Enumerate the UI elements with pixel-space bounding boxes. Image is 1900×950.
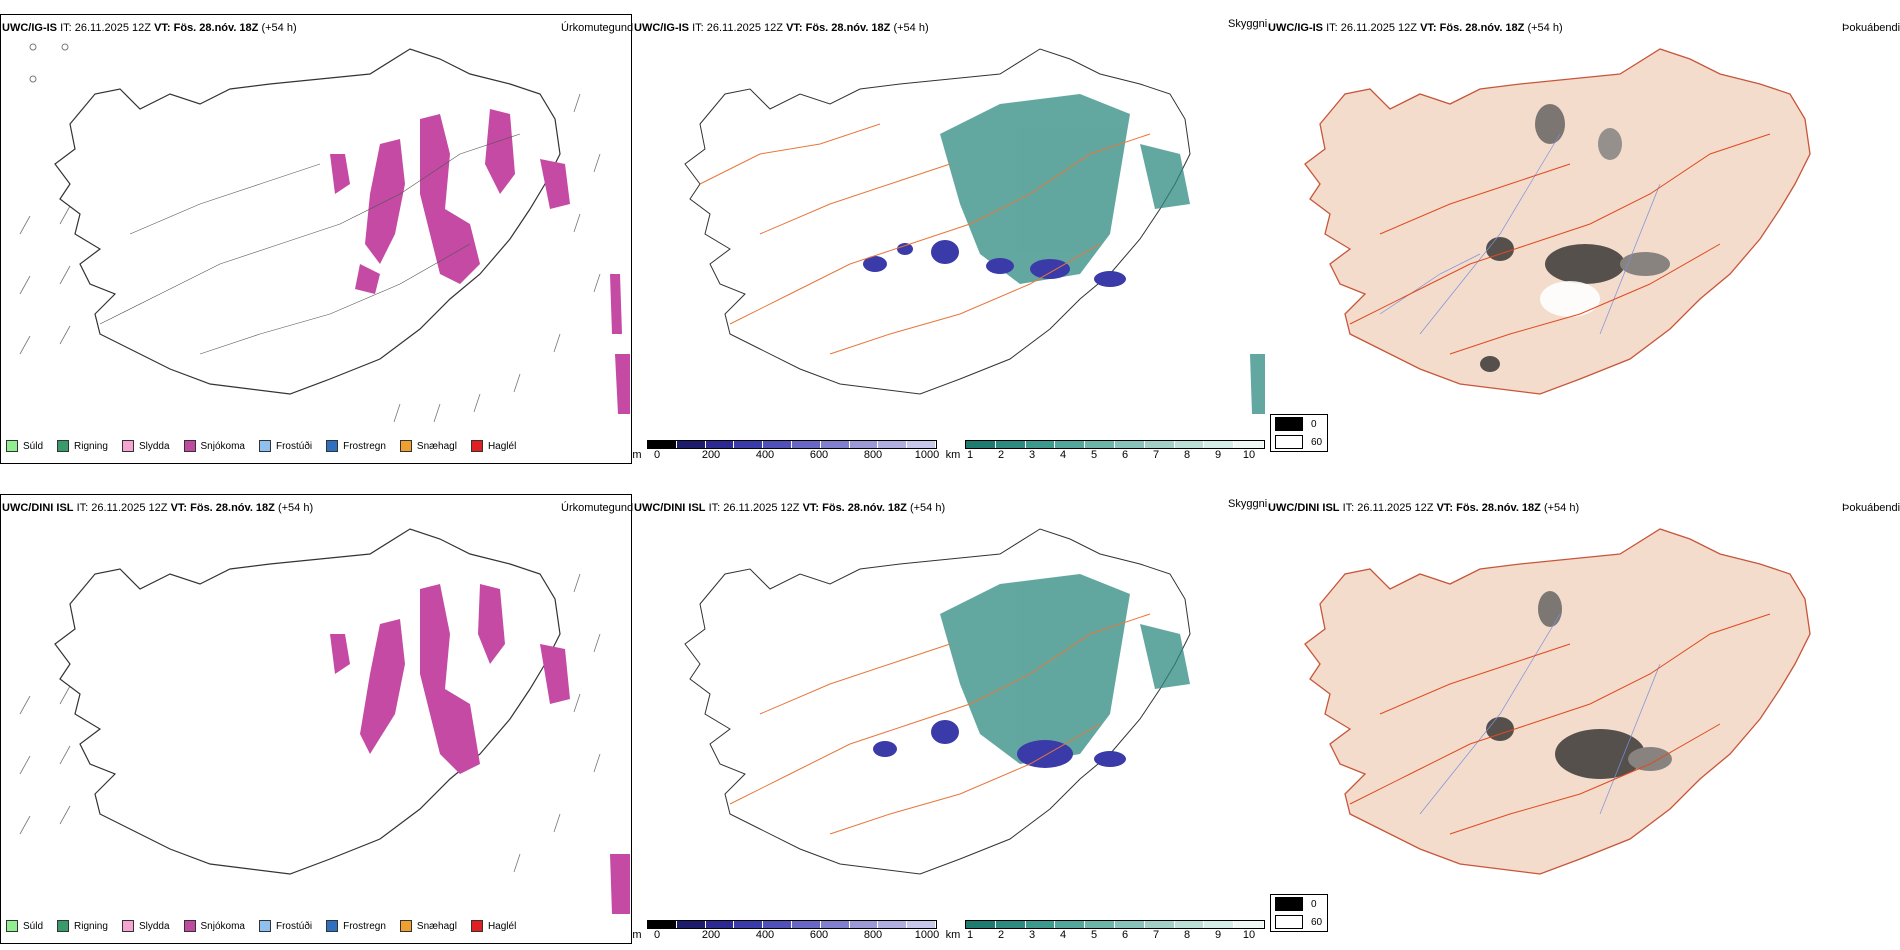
- roads-precip: [99, 133, 521, 355]
- wind-barbs: [19, 93, 601, 423]
- iceland-outline: [1304, 528, 1811, 875]
- visibility-fields: [940, 574, 1190, 764]
- visibility-fields: [940, 94, 1265, 414]
- station-markers: [29, 43, 69, 83]
- fog-legend: 0 60: [1270, 414, 1328, 452]
- header-precip: UWC/DINI ISL IT: 26.11.2025 12Z VT: Fös.…: [2, 502, 314, 514]
- roads-clouds: [699, 123, 1151, 355]
- visibility-colorbar: km 1 2 3 4 5 6 7 8 9 10: [946, 440, 1265, 462]
- fog-areas: [1480, 104, 1670, 372]
- iceland-outline: [684, 528, 1191, 875]
- fog-legend-row: 60: [1271, 433, 1327, 451]
- legend-item-slydda: Slydda: [121, 440, 170, 452]
- map-precip: [19, 43, 630, 423]
- rivers: [1419, 613, 1661, 815]
- precip-legend: Súld Rigning Slydda Snjókoma Frostúði Fr…: [6, 920, 530, 932]
- roads-fog: [1349, 133, 1771, 355]
- fog-legend-row: 0: [1271, 895, 1327, 913]
- legend-item-slydda: Slydda: [121, 920, 170, 932]
- title-fog: Þokuábendi: [1842, 502, 1900, 514]
- snow-areas: [330, 109, 630, 414]
- fog-areas: [1486, 591, 1672, 779]
- map-clouds: [684, 48, 1265, 414]
- legend-item-haglel: Haglél: [470, 920, 516, 932]
- precip-legend: Súld Rigning Slydda Snjókoma Frostúði Fr…: [6, 440, 530, 452]
- fog-legend-row: 60: [1271, 913, 1327, 931]
- fog-legend: 0 60: [1270, 894, 1328, 932]
- model-name: UWC/IG-IS: [2, 22, 57, 34]
- title-precip: Úrkomutegund: [561, 22, 634, 34]
- iceland-outline: [54, 48, 561, 395]
- legend-item-snaehagl: Snæhagl: [399, 920, 457, 932]
- precip-panel-frame: [0, 494, 632, 944]
- cloud-base-colorbar: m 0 200 400 600 800 1000: [632, 440, 939, 462]
- visibility-colorbar: km 1 2 3 4 5 6 7 8 9 10: [946, 920, 1265, 942]
- map-clouds: [684, 528, 1191, 875]
- legend-item-snjokoma: Snjókoma: [183, 920, 245, 932]
- header-clouds: UWC/IG-IS IT: 26.11.2025 12Z VT: Fös. 28…: [634, 22, 929, 34]
- title-clouds: Skyggni: [1228, 498, 1268, 510]
- map-fog: [1304, 48, 1811, 395]
- legend-item-frostudi: Frostúði: [258, 440, 312, 452]
- low-cloud-areas: [863, 240, 1126, 287]
- fog-white-areas: [1540, 281, 1600, 317]
- legend-item-sudd: Súld: [6, 440, 43, 452]
- rivers: [1379, 133, 1661, 335]
- iceland-outline: [1304, 48, 1811, 395]
- header-precip: UWC/IG-IS IT: 26.11.2025 12Z VT: Fös. 28…: [2, 22, 297, 34]
- legend-item-sudd: Súld: [6, 920, 43, 932]
- roads-clouds: [729, 613, 1151, 835]
- fog-legend-row: 0: [1271, 415, 1327, 433]
- roads-fog: [1349, 613, 1771, 835]
- title-precip: Úrkomutegund: [561, 502, 634, 514]
- legend-item-rigning: Rigning: [57, 920, 108, 932]
- title-fog: Þokuábendi: [1842, 22, 1900, 34]
- legend-item-haglel: Haglél: [470, 440, 516, 452]
- legend-item-snjokoma: Snjókoma: [183, 440, 245, 452]
- map-precip: [19, 528, 630, 914]
- legend-item-frostregn: Frostregn: [326, 920, 386, 932]
- cloud-base-colorbar: m 0 200 400 600 800 1000: [632, 920, 939, 942]
- snow-areas: [330, 584, 630, 914]
- legend-item-frostregn: Frostregn: [326, 440, 386, 452]
- title-clouds: Skyggni: [1228, 18, 1268, 30]
- iceland-outline: [54, 528, 561, 875]
- legend-item-frostudi: Frostúði: [258, 920, 312, 932]
- map-fog: [1304, 528, 1811, 875]
- legend-item-snaehagl: Snæhagl: [399, 440, 457, 452]
- legend-item-rigning: Rigning: [57, 440, 108, 452]
- iceland-outline: [684, 48, 1191, 395]
- row-dini: UWC/DINI ISL IT: 26.11.2025 12Z VT: Fös.…: [0, 480, 1900, 950]
- header-clouds: UWC/DINI ISL IT: 26.11.2025 12Z VT: Fös.…: [634, 502, 946, 514]
- row-igis: UWC/IG-IS IT: 26.11.2025 12Z VT: Fös. 28…: [0, 0, 1900, 470]
- header-fog: UWC/DINI ISL IT: 26.11.2025 12Z VT: Fös.…: [1268, 502, 1580, 514]
- precip-panel-frame: [0, 14, 632, 464]
- header-fog: UWC/IG-IS IT: 26.11.2025 12Z VT: Fös. 28…: [1268, 22, 1563, 34]
